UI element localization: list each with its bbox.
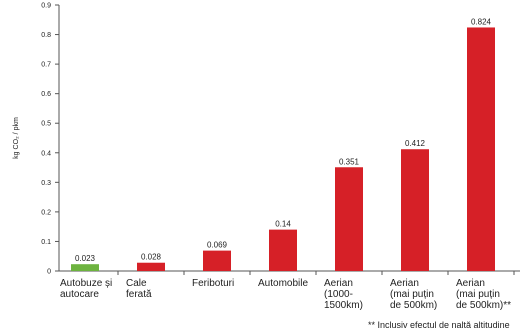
x-tick-label: Autobuze și autocare	[60, 278, 113, 300]
x-tick-label: Automobile	[258, 278, 309, 289]
bar	[137, 262, 165, 271]
y-tick-label: 0.5	[41, 121, 51, 128]
y-tick-label: 0.1	[41, 239, 51, 246]
y-tick-label: 0.2	[41, 209, 51, 216]
data-label: 0.023	[75, 254, 96, 263]
x-tick-label: Aerian (1000- 1500km)	[324, 278, 363, 311]
bar	[71, 264, 99, 271]
data-label: 0.412	[405, 139, 426, 148]
bar	[269, 229, 297, 271]
x-tick-label: Cale ferată	[126, 278, 152, 300]
data-label: 0.069	[207, 241, 228, 250]
data-label: 0.14	[275, 220, 291, 229]
data-label: 0.824	[471, 17, 492, 26]
y-axis-label: kg CO₂ / pkm	[13, 117, 20, 159]
bar	[401, 149, 429, 271]
data-label: 0.028	[141, 253, 162, 262]
y-tick-label: 0.8	[41, 32, 51, 39]
x-tick-label: Feriboturi	[192, 278, 235, 289]
y-tick-label: 0.3	[41, 180, 51, 187]
x-tick-label: Aerian (mai puțin de 500km)	[390, 278, 438, 311]
x-tick-label: Aerian (mai puțin de 500km)**	[456, 278, 512, 311]
bar	[467, 27, 495, 272]
y-tick-label: 0.7	[41, 62, 51, 69]
bar	[203, 250, 231, 271]
y-tick-label: 0.9	[41, 3, 51, 10]
data-label: 0.351	[339, 157, 360, 166]
y-tick-label: 0.6	[41, 91, 51, 98]
bar	[335, 167, 363, 271]
y-tick-label: 0	[47, 269, 51, 276]
footnote: ** Inclusiv efectul de naltă altitudine	[368, 320, 510, 330]
y-tick-label: 0.4	[41, 150, 51, 157]
